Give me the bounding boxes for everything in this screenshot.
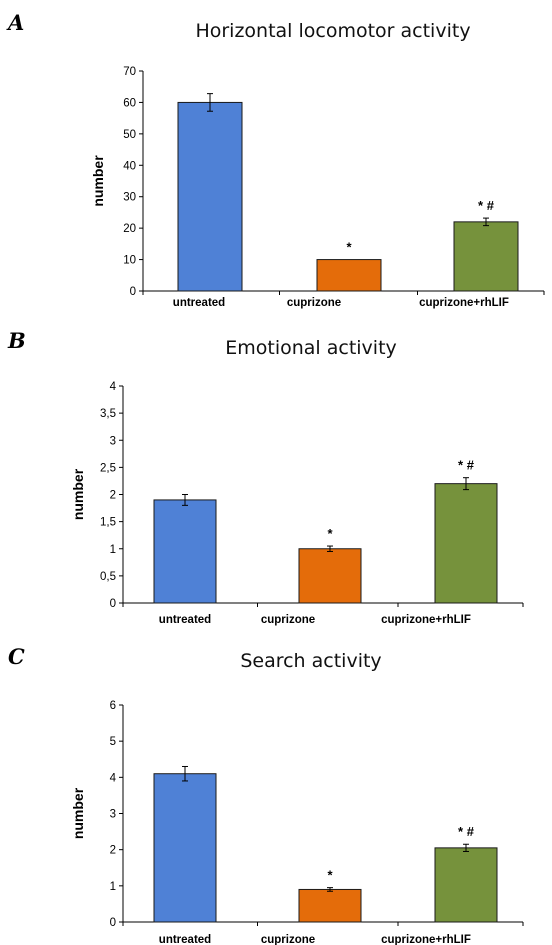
chart-c-bar-2: [298, 888, 362, 923]
chart-a-y-tick-label: 10: [123, 255, 136, 267]
chart-a-significance-2: *: [346, 240, 352, 255]
chart-b-y-tick-label: 1,5: [100, 517, 116, 529]
chart-a-y-tick-label: 70: [123, 66, 136, 78]
chart-b-significance-3: * #: [458, 458, 475, 473]
chart-b-significance-2: *: [327, 526, 333, 541]
chart-a-title: Horizontal locomotor activity: [195, 20, 470, 42]
chart-a-category-label-2: cuprizone: [287, 297, 341, 309]
chart-a-bar-1: [177, 101, 243, 292]
chart-c-y-axis-label: number: [70, 787, 86, 839]
chart-c-category-label-1: untreated: [159, 934, 211, 945]
chart-a-bar-3: [453, 221, 519, 292]
chart-b-y-axis-label: number: [70, 468, 86, 520]
chart-b-bar-2: [298, 548, 362, 604]
chart-b-category-label-3: cuprizone+rhLIF: [381, 614, 471, 626]
chart-c-y-tick-label: 0: [110, 917, 116, 929]
chart-c-category-label-2: cuprizone: [261, 934, 315, 945]
chart-c-y-tick-label: 1: [110, 881, 116, 893]
chart-b-y-tick-label: 0: [110, 598, 116, 610]
chart-b-y-tick-label: 3: [110, 435, 116, 447]
chart-c-bar-3: [434, 847, 498, 923]
chart-b-y-tick-label: 2: [110, 490, 116, 502]
chart-a-significance-3: * #: [478, 198, 495, 213]
chart-c-panel-letter: C: [8, 644, 25, 669]
chart-b-bar-1: [153, 499, 217, 604]
chart-b-panel-letter: B: [7, 328, 26, 353]
chart-c-y-tick-label: 2: [110, 845, 116, 857]
chart-c-y-tick-label: 5: [110, 736, 116, 748]
chart-c-y-tick-label: 4: [110, 772, 117, 784]
chart-b-y-tick-label: 2,5: [100, 462, 116, 474]
chart-c-significance-2: *: [327, 868, 333, 883]
chart-a-y-tick-label: 60: [123, 97, 136, 109]
chart-a-y-tick-label: 20: [123, 223, 136, 235]
chart-c-title: Search activity: [240, 650, 381, 672]
chart-a-y-axis-label: number: [90, 155, 106, 207]
chart-a-bar-2: [316, 259, 382, 292]
chart-b-y-tick-label: 0,5: [100, 571, 116, 583]
chart-b-category-label-1: untreated: [159, 614, 211, 626]
chart-a-y-tick-label: 50: [123, 129, 136, 141]
chart-b-bar-3: [434, 483, 498, 604]
chart-b-y-tick-label: 4: [110, 381, 117, 393]
chart-a-panel-letter: A: [6, 10, 24, 35]
chart-c-y-tick-label: 3: [110, 809, 116, 821]
chart-a-y-tick-label: 30: [123, 192, 136, 204]
chart-b-y-tick-label: 3,5: [100, 408, 116, 420]
chart-a-y-tick-label: 40: [123, 160, 136, 172]
chart-c-significance-3: * #: [458, 824, 475, 839]
chart-c-y-tick-label: 6: [110, 700, 116, 712]
chart-a-category-label-1: untreated: [173, 297, 225, 309]
chart-c-bar-1: [153, 773, 217, 923]
chart-b-y-tick-label: 1: [110, 544, 116, 556]
chart-a-y-tick-label: 0: [130, 286, 136, 298]
chart-c-category-label-3: cuprizone+rhLIF: [381, 934, 471, 945]
chart-b-category-label-2: cuprizone: [261, 614, 315, 626]
chart-b-title: Emotional activity: [225, 337, 397, 359]
chart-a-category-label-3: cuprizone+rhLIF: [419, 297, 509, 309]
